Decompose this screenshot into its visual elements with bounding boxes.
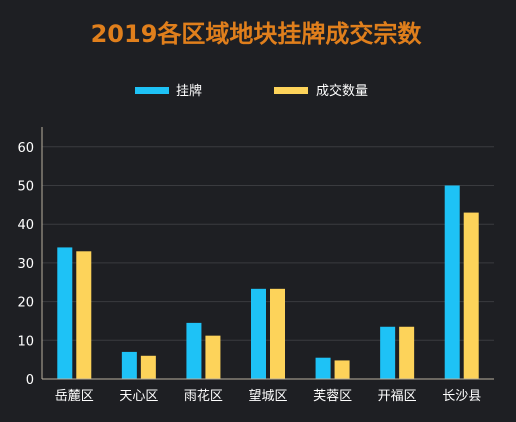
bar-deals-6 xyxy=(399,326,415,379)
bar-listing-2 xyxy=(121,351,137,379)
y-tick-label: 30 xyxy=(17,257,34,272)
bar-deals-5 xyxy=(334,360,350,379)
bar-deals-4 xyxy=(270,288,285,379)
x-axis-labels: 岳麓区 天心区 雨花区 望城区 芙蓉区 开福区 长沙县 xyxy=(55,388,481,404)
bar-deals-1 xyxy=(76,251,92,379)
x-tick-label: 雨花区 xyxy=(184,388,223,404)
y-tick-label: 10 xyxy=(17,334,34,349)
legend-swatch-deals xyxy=(274,87,308,94)
chart-title: 2019各区域地块挂牌成交宗数 xyxy=(91,20,423,48)
bar-deals-3 xyxy=(205,335,221,379)
y-tick-label: 60 xyxy=(17,141,34,156)
y-tick-label: 0 xyxy=(26,373,34,388)
bar-listing-1 xyxy=(57,247,73,379)
x-tick-label: 长沙县 xyxy=(442,389,481,404)
bar-listing-5 xyxy=(315,357,331,379)
legend-swatch-listing xyxy=(135,87,169,94)
gridlines xyxy=(42,146,494,341)
legend-label-deals: 成交数量 xyxy=(316,83,368,99)
bar-deals-2 xyxy=(140,355,156,379)
y-axis-ticks: 0 10 20 30 40 50 60 xyxy=(17,141,34,388)
bar-listing-4 xyxy=(251,288,266,379)
x-tick-label: 天心区 xyxy=(119,389,158,404)
bar-listing-3 xyxy=(186,322,202,379)
x-tick-label: 开福区 xyxy=(378,389,417,404)
x-tick-label: 岳麓区 xyxy=(55,389,94,404)
legend: 挂牌 成交数量 xyxy=(135,83,368,99)
y-tick-label: 40 xyxy=(17,218,34,233)
bar-listing-6 xyxy=(380,326,396,379)
bars xyxy=(57,185,479,379)
legend-label-listing: 挂牌 xyxy=(176,83,202,99)
x-tick-label: 望城区 xyxy=(248,388,287,404)
y-tick-label: 50 xyxy=(17,180,34,195)
bar-listing-7 xyxy=(444,185,460,379)
bar-deals-7 xyxy=(463,212,479,379)
y-tick-label: 20 xyxy=(17,296,34,311)
x-tick-label: 芙蓉区 xyxy=(313,389,352,404)
